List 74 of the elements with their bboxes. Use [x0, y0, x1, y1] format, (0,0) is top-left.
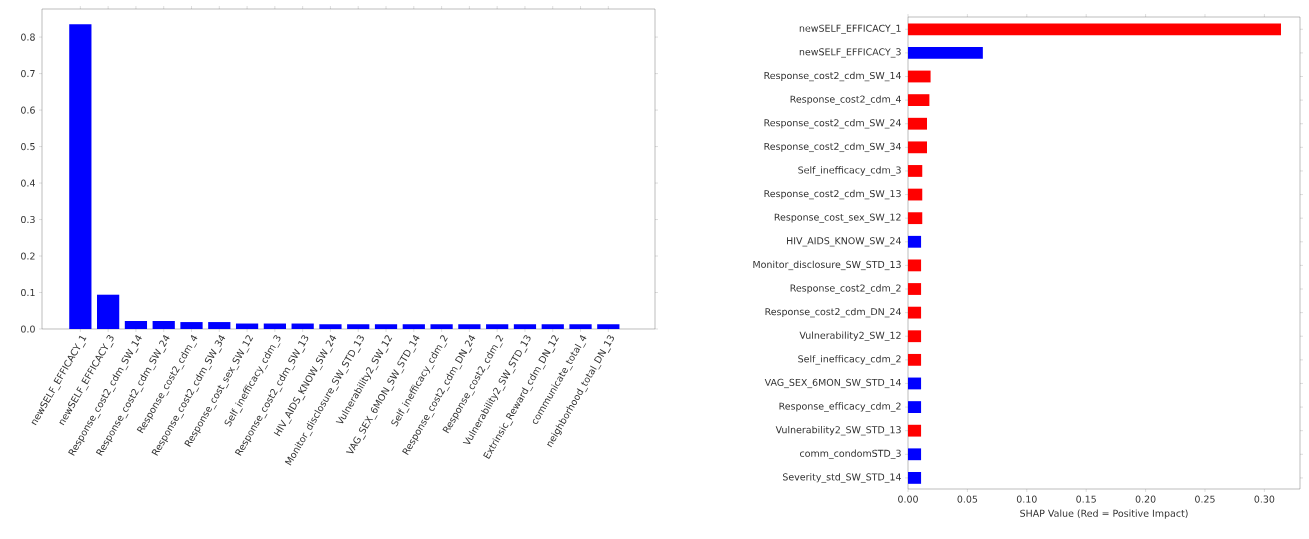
bar [97, 294, 120, 329]
bar [430, 324, 453, 329]
bar [180, 322, 203, 329]
bar [569, 324, 592, 329]
bar [208, 322, 231, 329]
y-tick-label: Response_cost2_cdm_SW_13 [764, 189, 901, 200]
bar [908, 235, 922, 248]
x-axis-title: SHAP Value (Red = Positive Impact) [1020, 509, 1188, 519]
y-tick-label: 0.0 [21, 325, 35, 333]
bar [597, 324, 620, 329]
bar [908, 306, 922, 319]
y-tick-label: Self_inefficacy_cdm_3 [798, 166, 901, 176]
x-tick-label: 0.20 [1135, 495, 1156, 503]
bar [235, 323, 259, 329]
bar [908, 94, 930, 107]
y-tick-label: Severity_std_SW_STD_14 [782, 473, 901, 483]
x-tick-label: 0.05 [957, 495, 978, 503]
bar [458, 324, 481, 329]
bar [347, 324, 370, 329]
y-tick-label: HIV_AIDS_KNOW_SW_24 [787, 237, 901, 247]
bar [69, 24, 92, 329]
y-tick-label: 0.2 [21, 252, 35, 260]
x-tick-label: 0.30 [1254, 495, 1275, 503]
bar [263, 323, 286, 329]
bar [908, 165, 923, 177]
y-tick-label: Self_inefficacy_cdm_2 [798, 355, 901, 365]
bar [908, 141, 928, 154]
bar [908, 23, 1281, 36]
y-tick-label: 0.3 [21, 215, 35, 224]
bar [402, 324, 425, 329]
x-tick-label: 0.25 [1195, 495, 1215, 503]
y-tick-label: Response_cost2_cdm_SW_34 [764, 142, 901, 153]
bar [541, 324, 564, 329]
bar [374, 324, 398, 329]
bar [908, 283, 922, 295]
y-tick-label: 0.6 [21, 106, 35, 114]
x-tick-label: 0.15 [1076, 495, 1096, 503]
y-tick-label: newSELF_EFFICACY_3 [799, 48, 901, 58]
bar [124, 320, 148, 329]
y-tick-label: Response_cost2_cdm_2 [790, 284, 901, 294]
x-tick-label: 0.10 [1016, 495, 1037, 503]
y-tick-label: Response_efficacy_cdm_2 [779, 402, 901, 412]
bar [513, 324, 537, 329]
bar [908, 212, 923, 225]
bar [908, 70, 931, 83]
y-tick-label: Response_cost2_cdm_SW_14 [764, 71, 901, 82]
bar [908, 188, 923, 201]
bar [908, 117, 928, 130]
bar [908, 259, 922, 272]
x-tick-label: 0.00 [898, 495, 918, 503]
y-tick-label: 0.5 [21, 142, 35, 151]
bar [319, 324, 342, 329]
bar [908, 46, 983, 59]
y-tick-label: Response_cost2_cdm_DN_24 [765, 307, 901, 318]
bar [908, 401, 922, 413]
y-tick-label: Monitor_disclosure_SW_STD_13 [753, 260, 901, 271]
bar [908, 448, 922, 461]
y-tick-label: Response_cost_sex_SW_12 [774, 213, 901, 223]
y-tick-label: comm_condomSTD_3 [800, 449, 901, 460]
bar [908, 377, 922, 390]
y-tick-label: Response_cost2_cdm_SW_24 [764, 119, 901, 129]
y-tick-label: newSELF_EFFICACY_1 [799, 24, 901, 34]
y-tick-label: 0.1 [21, 288, 35, 297]
bar [291, 323, 314, 329]
bar [152, 320, 175, 329]
bar [908, 330, 922, 343]
y-tick-label: 0.8 [21, 33, 35, 41]
bar [908, 472, 922, 484]
y-tick-label: 0.7 [21, 70, 35, 78]
y-tick-label: 0.4 [21, 179, 35, 187]
bar [486, 324, 509, 329]
y-tick-label: Response_cost2_cdm_4 [790, 95, 901, 105]
bar [908, 424, 922, 437]
bar [908, 353, 922, 366]
